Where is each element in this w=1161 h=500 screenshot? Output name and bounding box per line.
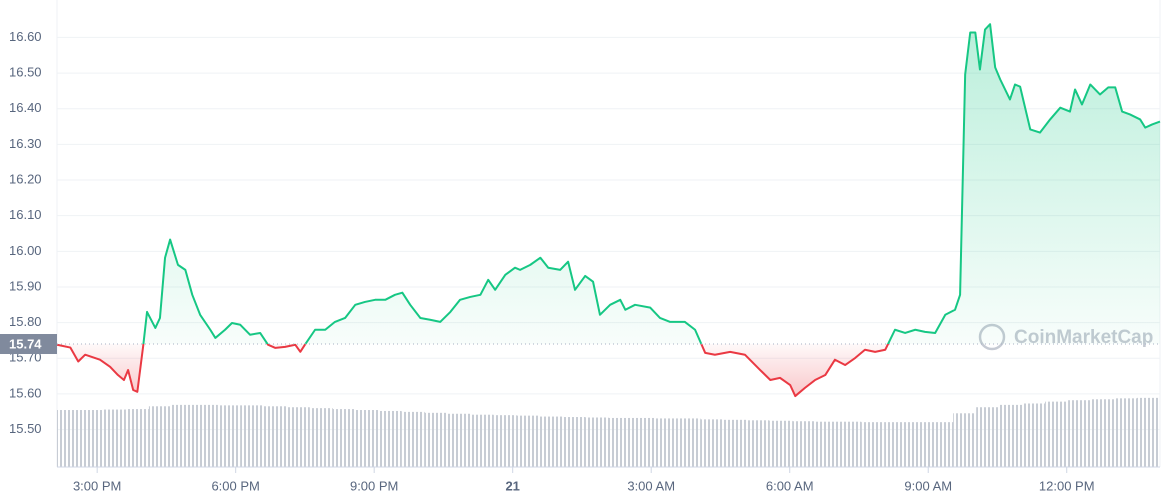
volume-bar bbox=[976, 407, 1000, 467]
volume-bar bbox=[677, 418, 701, 467]
volume-bar bbox=[792, 421, 816, 467]
volume-bar bbox=[700, 419, 724, 467]
y-tick-label: 16.20 bbox=[9, 171, 42, 186]
y-tick-label: 15.80 bbox=[9, 314, 42, 329]
y-tick-label: 16.40 bbox=[9, 100, 42, 115]
volume-bar bbox=[378, 410, 402, 467]
volume-bar bbox=[447, 413, 471, 467]
y-tick-label: 15.90 bbox=[9, 278, 42, 293]
y-tick-label: 16.30 bbox=[9, 136, 42, 151]
volume-bar bbox=[194, 404, 218, 467]
volume-bar bbox=[1022, 403, 1046, 467]
volume-bar bbox=[263, 406, 287, 467]
line-up bbox=[57, 23, 1161, 345]
volume-bar bbox=[861, 422, 885, 467]
volume-bar bbox=[1045, 401, 1069, 467]
volume-bar bbox=[562, 417, 586, 467]
x-tick-label: 3:00 PM bbox=[73, 478, 121, 493]
volume-bar bbox=[838, 421, 862, 467]
volume-bar bbox=[999, 404, 1023, 467]
volume-bar bbox=[907, 422, 931, 467]
volume-bar bbox=[1114, 398, 1138, 467]
x-tick-label: 6:00 PM bbox=[211, 478, 259, 493]
volume-bar bbox=[470, 414, 494, 467]
y-tick-label: 15.50 bbox=[9, 421, 42, 436]
x-tick-label: 3:00 AM bbox=[627, 478, 675, 493]
volume-bar bbox=[539, 416, 563, 467]
y-tick-label: 16.00 bbox=[9, 243, 42, 258]
x-tick-label: 9:00 AM bbox=[904, 478, 952, 493]
volume-bar bbox=[125, 409, 149, 467]
volume-bar bbox=[769, 420, 793, 467]
x-tick-label: 6:00 AM bbox=[766, 478, 814, 493]
volume-bar bbox=[493, 415, 517, 467]
volume-bar bbox=[1068, 400, 1092, 467]
volume-bar bbox=[240, 405, 264, 467]
volume-bar bbox=[608, 417, 632, 467]
volume-bar bbox=[815, 421, 839, 467]
volume-bar bbox=[424, 412, 448, 467]
reference-box bbox=[0, 334, 57, 355]
volume-bar bbox=[286, 407, 310, 467]
volume-bar bbox=[171, 404, 195, 467]
volume-bar bbox=[654, 418, 678, 467]
volume-bar bbox=[148, 406, 172, 467]
volume-bar bbox=[953, 413, 977, 467]
y-tick-label: 16.50 bbox=[9, 65, 42, 80]
x-tick-label: 9:00 PM bbox=[350, 478, 398, 493]
volume-bar bbox=[355, 410, 379, 467]
y-tick-label: 15.60 bbox=[9, 385, 42, 400]
volume-bar bbox=[332, 409, 356, 467]
volume-bar bbox=[930, 422, 954, 467]
x-tick-label: 12:00 PM bbox=[1039, 478, 1095, 493]
volume-bar bbox=[79, 410, 103, 467]
volume-bar bbox=[585, 417, 609, 467]
volume-bar bbox=[746, 420, 770, 467]
volume-bar bbox=[309, 408, 333, 467]
volume-bar bbox=[217, 405, 241, 467]
volume-bar bbox=[631, 417, 655, 467]
volume-bar bbox=[57, 410, 80, 467]
area-up bbox=[57, 24, 1160, 345]
volume-bar bbox=[516, 415, 540, 467]
area-down bbox=[57, 344, 889, 397]
volume-bar bbox=[723, 419, 747, 467]
volume-bar bbox=[1091, 399, 1115, 467]
volume-bar bbox=[884, 422, 908, 467]
reference-label: 15.74 bbox=[9, 336, 42, 351]
y-tick-label: 16.10 bbox=[9, 207, 42, 222]
volume-bar bbox=[102, 409, 126, 467]
y-tick-label: 16.60 bbox=[9, 29, 42, 44]
x-tick-label: 21 bbox=[505, 478, 519, 493]
volume-bar bbox=[1137, 397, 1160, 467]
volume-bar bbox=[401, 411, 425, 467]
